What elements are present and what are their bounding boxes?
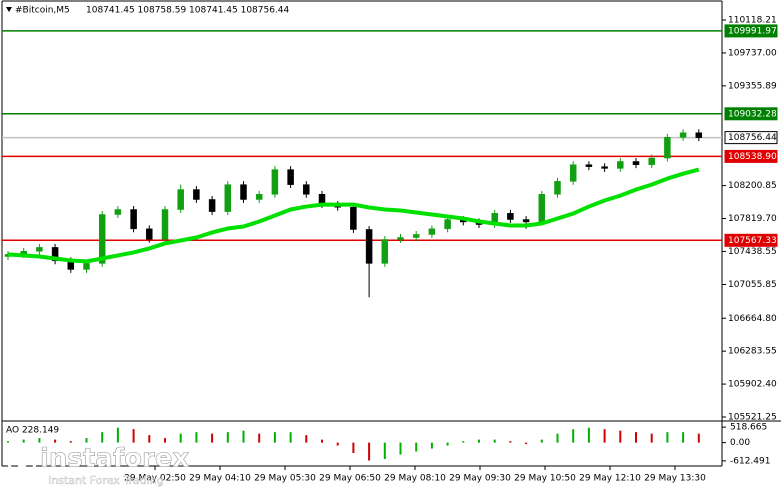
x-tick-label: 29 May 04:10 xyxy=(189,474,251,484)
level-label: 108538.90 xyxy=(728,152,777,162)
candle-body xyxy=(303,184,310,195)
candle-body xyxy=(240,184,247,200)
candle-body xyxy=(51,247,59,262)
candle-body xyxy=(444,219,451,230)
level-label: 109032.28 xyxy=(728,109,777,119)
candle-body xyxy=(397,237,404,240)
y-tick-label: 107819.70 xyxy=(728,214,777,224)
candle-body xyxy=(255,194,263,200)
candle-body xyxy=(632,161,640,165)
x-tick-label: 29 May 12:10 xyxy=(579,474,641,484)
candle-body xyxy=(193,189,200,200)
y-tick-label: 109737.00 xyxy=(728,48,777,58)
y-tick-label: 106283.55 xyxy=(728,347,777,357)
candle-body xyxy=(679,132,687,138)
x-tick-label: 29 May 09:30 xyxy=(449,474,511,484)
candle-body xyxy=(554,181,561,195)
candle-body xyxy=(412,234,420,238)
candle-body xyxy=(648,157,655,165)
x-tick-label: 29 May 10:50 xyxy=(514,474,576,484)
x-tick-label: 29 May 08:10 xyxy=(384,474,446,484)
candle-body xyxy=(177,189,184,210)
y-tick-label: 105902.40 xyxy=(728,380,777,390)
candle-body xyxy=(130,209,137,230)
x-tick-label: 29 May 06:50 xyxy=(319,474,381,484)
candle-body xyxy=(428,228,436,235)
ao-tick-label: 0.00 xyxy=(730,438,750,448)
candle-body xyxy=(271,169,279,195)
candle-body xyxy=(161,209,169,240)
candle-body xyxy=(208,199,216,212)
candle-body xyxy=(381,239,389,264)
level-label: 108756.44 xyxy=(728,133,777,143)
candle-body xyxy=(617,161,624,169)
candle-body xyxy=(569,164,577,182)
ao-tick-label: -612.491 xyxy=(730,456,770,466)
level-label-box xyxy=(724,233,778,247)
candle-body xyxy=(365,229,373,264)
candle-body xyxy=(36,247,43,252)
level-label-box xyxy=(724,24,778,38)
ao-tick-label: 518.665 xyxy=(730,423,767,433)
plot: 110118.21 109737.00 109355.89 108200.85 1078… xyxy=(2,16,778,484)
candle-body xyxy=(507,213,514,220)
candle-body xyxy=(287,169,294,185)
level-label: 109991.97 xyxy=(728,26,777,36)
candle-body xyxy=(522,219,530,223)
candle-body xyxy=(146,228,153,240)
symbol-title: #Bitcoin,M5 xyxy=(15,6,70,16)
logo-icon xyxy=(7,447,37,477)
ohlc-header: 108741.45 108758.59 108741.45 108756.44 xyxy=(86,6,290,16)
y-tick-label: 106664.80 xyxy=(728,314,777,324)
symbol-icon xyxy=(6,7,12,12)
logo-mark xyxy=(14,454,30,470)
y-tick-label: 107055.85 xyxy=(728,280,777,290)
x-tick-label: 29 May 13:30 xyxy=(644,474,706,484)
candle-body xyxy=(585,164,593,167)
candle-body xyxy=(224,184,232,212)
x-tick-label: 29 May 02:50 xyxy=(124,474,186,484)
candle-body xyxy=(98,214,106,264)
y-tick-label: 110118.21 xyxy=(728,16,777,26)
candle-body xyxy=(601,166,608,169)
candle-body xyxy=(664,137,671,159)
level-label: 107567.33 xyxy=(728,236,777,246)
logo-tagline: Instant Forex Trading xyxy=(48,474,164,487)
level-label-box xyxy=(724,131,778,145)
candle-body xyxy=(83,263,90,270)
x-tick-label: 29 May 05:30 xyxy=(254,474,316,484)
moving-average xyxy=(7,167,700,264)
candle-body xyxy=(114,209,122,215)
ao-label: AO 228.149 xyxy=(6,426,59,436)
level-label-box xyxy=(724,149,778,163)
y-tick-label: 109355.89 xyxy=(728,81,777,91)
y-tick-label: 108200.85 xyxy=(728,181,777,191)
logo-name: instaforex xyxy=(40,444,190,474)
logo: instaforex Instant Forex Trading xyxy=(7,443,190,487)
candle-body xyxy=(350,207,357,230)
candle-body xyxy=(538,194,546,223)
level-label-box xyxy=(724,107,778,121)
y-tick-label: 107438.55 xyxy=(728,247,777,257)
y-tick-label: 105521.25 xyxy=(728,413,777,423)
candle-body xyxy=(695,132,703,138)
